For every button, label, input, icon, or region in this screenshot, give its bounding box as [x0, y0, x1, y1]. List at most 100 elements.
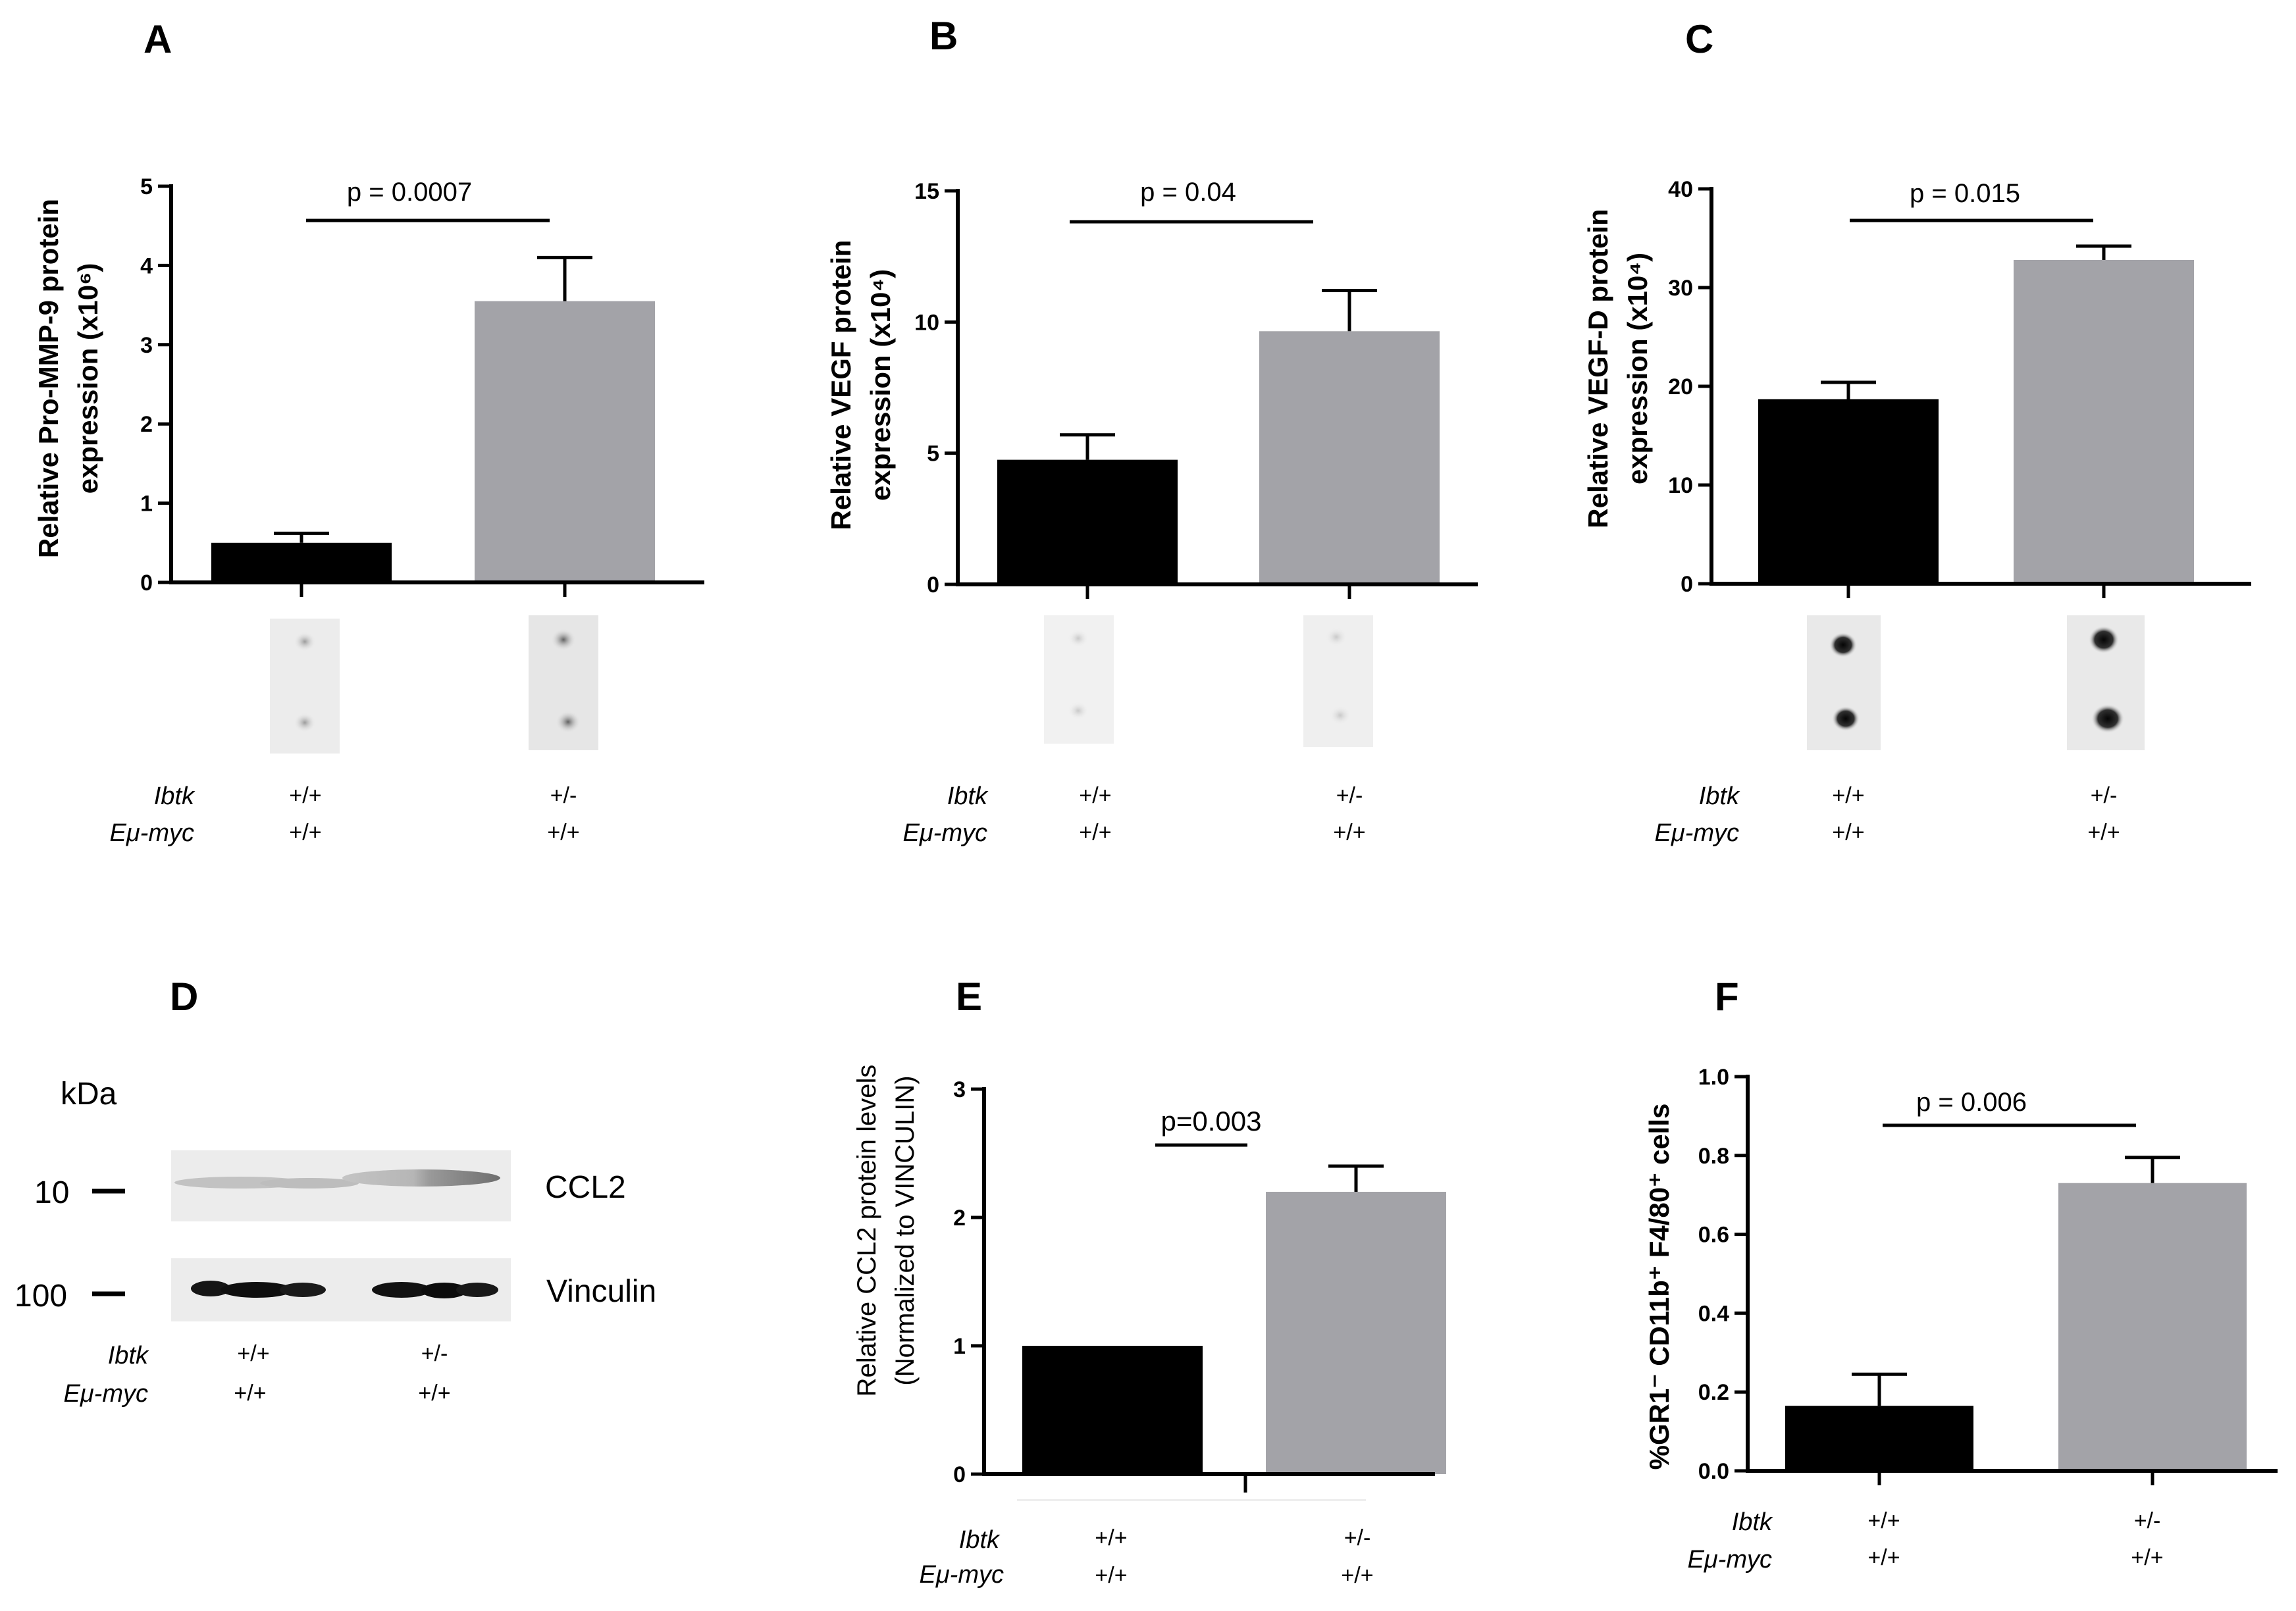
panel-letter-d: D	[170, 975, 198, 1019]
y-tick-label: 0	[1681, 572, 1693, 597]
ylabel-c-line1: Relative VEGF-D protein	[1582, 209, 1613, 528]
genotype-value: +/+	[418, 1381, 450, 1406]
y-tick-label: 3	[953, 1077, 966, 1102]
genotype-c: Ibtk Eμ-myc +/+ +/+ +/- +/+	[1655, 782, 2120, 847]
ylabel-b-line1: Relative VEGF protein	[825, 240, 856, 530]
dot-blot-b	[1044, 615, 1373, 747]
genotype-label-emu-myc: Eμ-myc	[920, 1561, 1004, 1589]
bar-1	[1758, 399, 1939, 584]
panel-f: F %GR1⁻ CD11b⁺ F4/80⁺ cells 0.0 0.2 0.4 0.6…	[1644, 975, 2278, 1573]
blot-dot	[1068, 702, 1089, 720]
y-tick-label: 0.6	[1698, 1223, 1729, 1248]
ccl2-blot	[171, 1150, 511, 1221]
genotype-value: +/-	[2091, 783, 2118, 808]
blot-dot	[294, 632, 316, 652]
genotype-value: +/+	[2131, 1545, 2163, 1570]
blot-dot	[294, 713, 316, 732]
vinculin-blot	[171, 1258, 511, 1321]
y-tick-label: 10	[1668, 473, 1693, 498]
faint-rule	[1017, 1499, 1366, 1501]
vinculin-band	[280, 1283, 326, 1297]
bar-1	[211, 542, 392, 582]
y-tick-label: 0.8	[1698, 1144, 1729, 1169]
genotype-value: +/-	[1336, 783, 1363, 808]
y-tick-label: 40	[1668, 177, 1693, 202]
ylabel-f: %GR1⁻ CD11b⁺ F4/80⁺ cells	[1644, 1104, 1675, 1470]
genotype-value: +/+	[1079, 783, 1111, 808]
ccl2-band-lane1b	[260, 1178, 359, 1189]
genotype-value: +/+	[1333, 820, 1365, 845]
y-tick-label: 2	[953, 1206, 966, 1231]
y-tick-label: 1.0	[1698, 1065, 1729, 1090]
genotype-a: Ibtk Eμ-myc +/+ +/+ +/- +/+	[110, 782, 580, 847]
genotype-value: +/+	[237, 1341, 269, 1366]
y-tick-label: 2	[140, 412, 153, 437]
chart-a: 0 1 2 3 4 5	[140, 174, 704, 597]
bar-2	[1266, 1192, 1446, 1474]
band-label-vinculin: Vinculin	[546, 1274, 656, 1309]
y-tick-label: 0	[953, 1462, 966, 1487]
genotype-value: +/+	[2087, 820, 2120, 845]
ylabel-b-line2: expression (x10⁴)	[865, 269, 896, 501]
bar-1	[997, 459, 1178, 584]
pvalue-e: p=0.003	[1161, 1106, 1262, 1137]
genotype-label-ibtk: Ibtk	[108, 1342, 149, 1369]
genotype-value: +/+	[547, 820, 579, 845]
chart-b: 0 5 10 15	[914, 179, 1478, 599]
genotype-label-emu-myc: Eμ-myc	[1688, 1546, 1772, 1573]
y-tick-label: 5	[927, 442, 939, 467]
vinculin-band	[456, 1283, 498, 1297]
genotype-label-ibtk: Ibtk	[1699, 782, 1740, 810]
blot-dot	[2089, 626, 2119, 653]
blot-dot	[2091, 704, 2124, 733]
vinculin-band	[191, 1281, 230, 1296]
ylabel-c-line2: expression (x10⁴)	[1622, 253, 1653, 484]
ylabel-e-line2: (Normalized to VINCULIN)	[891, 1075, 920, 1385]
chart-e: 0 1 2 3	[953, 1077, 1446, 1493]
panel-letter-c: C	[1685, 17, 1713, 61]
genotype-e: Ibtk Eμ-myc +/+ +/+ +/- +/+	[920, 1525, 1374, 1589]
vinculin-band	[221, 1282, 293, 1298]
y-tick-label: 0	[927, 573, 939, 598]
genotype-value: +/-	[1344, 1525, 1371, 1550]
y-tick-label: 1	[953, 1334, 966, 1359]
genotype-value: +/+	[1095, 1525, 1127, 1550]
marker-10: 10	[34, 1175, 69, 1210]
genotype-value: +/+	[1095, 1563, 1127, 1588]
pvalue-c: p = 0.015	[1910, 179, 2020, 208]
blot-dot	[1829, 632, 1857, 657]
chart-c: 0 10 20 30 40	[1668, 177, 2251, 598]
y-tick-label: 10	[914, 310, 939, 335]
blot-dot	[1068, 629, 1089, 648]
genotype-value: +/+	[1832, 820, 1864, 845]
y-tick-label: 0.4	[1698, 1301, 1729, 1326]
genotype-value: +/+	[289, 783, 321, 808]
genotype-label-emu-myc: Eμ-myc	[110, 819, 194, 847]
band-label-ccl2: CCL2	[545, 1170, 626, 1205]
dot-blot-a	[270, 615, 598, 754]
genotype-value: +/+	[1832, 783, 1864, 808]
genotype-value: +/+	[1867, 1545, 1900, 1570]
genotype-label-ibtk: Ibtk	[947, 782, 989, 810]
bar-1	[1785, 1406, 1973, 1471]
y-tick-label: 30	[1668, 276, 1693, 301]
blot-dot	[556, 711, 581, 733]
genotype-value: +/+	[1079, 820, 1111, 845]
panel-letter-e: E	[956, 975, 982, 1019]
genotype-label-emu-myc: Eμ-myc	[1655, 819, 1739, 847]
y-tick-label: 4	[140, 253, 153, 278]
genotype-label-emu-myc: Eμ-myc	[64, 1380, 148, 1408]
y-tick-label: 3	[140, 333, 153, 358]
y-tick-label: 20	[1668, 374, 1693, 399]
genotype-label-ibtk: Ibtk	[154, 782, 196, 810]
genotype-label-ibtk: Ibtk	[1732, 1508, 1773, 1536]
pvalue-b: p = 0.04	[1140, 178, 1236, 207]
y-tick-label: 0.2	[1698, 1380, 1729, 1405]
ccl2-band-lane2	[342, 1169, 500, 1187]
genotype-value: +/-	[2134, 1508, 2161, 1533]
blot-dot	[1329, 705, 1351, 725]
bar-2	[1259, 331, 1440, 584]
panel-letter-f: F	[1715, 975, 1739, 1019]
chart-f: 0.0 0.2 0.4 0.6 0.8 1.0	[1698, 1065, 2278, 1485]
